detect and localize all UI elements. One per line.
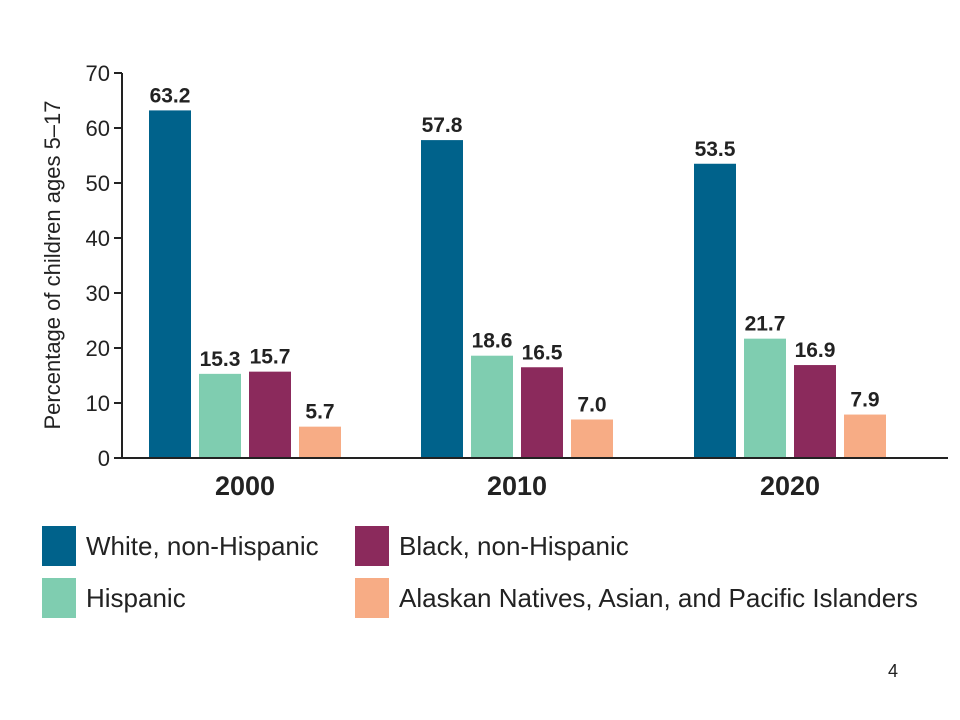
bar-asian-pacific-2020 bbox=[844, 414, 886, 458]
data-label-white-2000: 63.2 bbox=[150, 84, 191, 107]
legend-item-asian-pacific: Alaskan Natives, Asian, and Pacific Isla… bbox=[355, 578, 918, 618]
x-category-label-2010: 2010 bbox=[487, 471, 547, 501]
y-axis-label: Percentage of children ages 5–17 bbox=[40, 100, 65, 429]
data-label-hispanic-2020: 21.7 bbox=[745, 313, 786, 336]
data-label-black-2020: 16.9 bbox=[795, 339, 836, 362]
bar-hispanic-2020 bbox=[744, 338, 786, 458]
x-axis: 2000 2010 2020 bbox=[122, 457, 948, 501]
y-tick-label: 40 bbox=[86, 226, 110, 251]
y-tick-label: 10 bbox=[86, 391, 110, 416]
y-tick-label: 50 bbox=[86, 171, 110, 196]
y-tick-label: 60 bbox=[86, 116, 110, 141]
y-tick-label: 20 bbox=[86, 336, 110, 361]
legend-label-black: Black, non-Hispanic bbox=[399, 530, 629, 561]
data-label-white-2010: 57.8 bbox=[422, 114, 463, 137]
bar-white-2000 bbox=[149, 110, 191, 459]
legend-swatch-hispanic bbox=[42, 578, 76, 618]
bar-black-2010 bbox=[521, 367, 563, 458]
data-label-hispanic-2000: 15.3 bbox=[200, 348, 241, 371]
legend-item-black: Black, non-Hispanic bbox=[355, 526, 629, 566]
data-label-asian-pacific-2020: 7.9 bbox=[850, 389, 879, 412]
bar-hispanic-2000 bbox=[199, 373, 241, 458]
data-label-asian-pacific-2000: 5.7 bbox=[305, 401, 334, 424]
x-category-label-2000: 2000 bbox=[215, 471, 275, 501]
legend-swatch-white bbox=[42, 526, 76, 566]
legend-label-hispanic: Hispanic bbox=[86, 582, 186, 613]
bars-group: 63.2 15.3 15.7 5.7 57.8 18.6 16.5 7.0 53.5 21.7 16… bbox=[149, 84, 886, 459]
data-label-hispanic-2010: 18.6 bbox=[472, 330, 513, 353]
data-label-black-2000: 15.7 bbox=[250, 346, 291, 369]
y-tick-label: 30 bbox=[86, 281, 110, 306]
y-axis: 0 10 20 30 40 50 60 70 bbox=[86, 61, 123, 471]
bar-black-2000 bbox=[249, 371, 291, 458]
legend-label-white: White, non-Hispanic bbox=[86, 530, 319, 561]
y-tick-label: 70 bbox=[86, 61, 110, 86]
y-tick-label: 0 bbox=[98, 446, 110, 471]
data-label-asian-pacific-2010: 7.0 bbox=[577, 394, 606, 417]
bar-black-2020 bbox=[794, 365, 836, 458]
bar-asian-pacific-2000 bbox=[299, 426, 341, 458]
bar-white-2010 bbox=[421, 140, 463, 458]
data-label-black-2010: 16.5 bbox=[522, 341, 563, 364]
bar-chart: 0 10 20 30 40 50 60 70 Percentage of children a… bbox=[40, 61, 948, 501]
legend-label-asian-pacific: Alaskan Natives, Asian, and Pacific Isla… bbox=[399, 582, 918, 613]
bar-asian-pacific-2010 bbox=[571, 419, 613, 458]
legend-item-hispanic: Hispanic bbox=[42, 578, 186, 618]
bar-white-2020 bbox=[694, 163, 736, 458]
legend-swatch-asian-pacific bbox=[355, 578, 389, 618]
legend-swatch-black bbox=[355, 526, 389, 566]
legend: White, non-Hispanic Black, non-Hispanic … bbox=[42, 522, 952, 622]
data-label-white-2020: 53.5 bbox=[695, 138, 736, 161]
x-category-label-2020: 2020 bbox=[760, 471, 820, 501]
bar-hispanic-2010 bbox=[471, 355, 513, 458]
legend-item-white: White, non-Hispanic bbox=[42, 526, 319, 566]
page-number: 4 bbox=[888, 661, 899, 681]
